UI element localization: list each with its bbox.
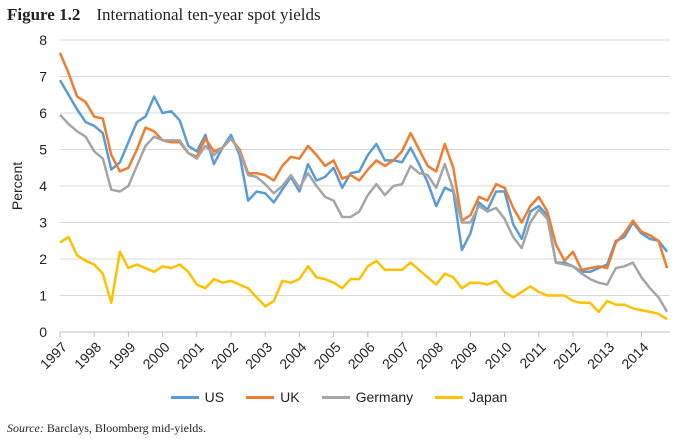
x-tick-label: 2009 — [447, 339, 480, 372]
y-tick-label: 4 — [39, 178, 47, 194]
series-line-us — [58, 79, 669, 274]
y-tick-label: 8 — [39, 32, 47, 48]
y-tick-label: 1 — [39, 288, 47, 304]
legend-swatch — [435, 395, 464, 399]
source-label: Source: — [7, 421, 44, 435]
x-tick-label: 2001 — [174, 339, 207, 372]
x-tick-label: 2006 — [345, 339, 378, 372]
source-note: Source: Barclays, Bloomberg mid-yields. — [7, 421, 206, 436]
y-tick-label: 5 — [39, 142, 47, 158]
legend-label: Japan — [469, 389, 508, 405]
x-tick-label: 1998 — [71, 339, 104, 372]
x-tick-label: 2005 — [310, 339, 343, 372]
legend-label: UK — [280, 389, 300, 405]
y-tick-label: 3 — [39, 215, 47, 231]
legend-swatch — [246, 395, 275, 399]
chart-legend: US UK Germany Japan — [0, 389, 678, 405]
figure-label: Figure 1.2 — [7, 5, 81, 24]
x-tick-label: 2004 — [276, 339, 309, 372]
figure-title: Figure 1.2 International ten-year spot yi… — [7, 5, 321, 25]
x-tick-label: 2007 — [379, 339, 412, 372]
x-tick-label: 2012 — [550, 339, 583, 372]
legend-item-us: US — [170, 389, 225, 405]
legend-label: US — [204, 389, 225, 405]
legend-label: Germany — [355, 389, 414, 405]
x-tick-label: 1999 — [105, 339, 138, 372]
y-axis-label: Percent — [9, 162, 25, 210]
legend-item-japan: Japan — [435, 389, 507, 405]
legend-item-uk: UK — [246, 389, 300, 405]
x-tick-label: 2013 — [584, 339, 617, 372]
legend-swatch — [170, 395, 199, 399]
legend-swatch — [321, 395, 350, 399]
legend-item-germany: Germany — [321, 389, 414, 405]
x-tick-label: 2003 — [242, 339, 275, 372]
x-tick-label: 1997 — [37, 339, 70, 372]
line-chart: 0 1 2 3 4 5 6 7 8 Percent 1997 1998 1999 2000 2001 2002… — [9, 32, 670, 372]
x-tick-label: 2008 — [413, 339, 446, 372]
series-line-japan — [59, 235, 668, 321]
figure-title-text: International ten-year spot yields — [96, 5, 321, 24]
x-tick-label: 2010 — [481, 339, 514, 372]
y-tick-label: 7 — [39, 69, 47, 85]
source-text: Barclays, Bloomberg mid-yields. — [46, 421, 206, 435]
y-tick-label: 2 — [39, 251, 47, 267]
x-tick-label: 2011 — [516, 339, 549, 372]
y-tick-label: 6 — [39, 105, 47, 121]
series-line-germany — [59, 113, 669, 313]
x-tick-label: 2014 — [618, 339, 651, 372]
x-tick-label: 2000 — [139, 339, 172, 372]
x-tick-label: 2002 — [208, 339, 241, 372]
y-tick-label: 0 — [39, 324, 47, 340]
